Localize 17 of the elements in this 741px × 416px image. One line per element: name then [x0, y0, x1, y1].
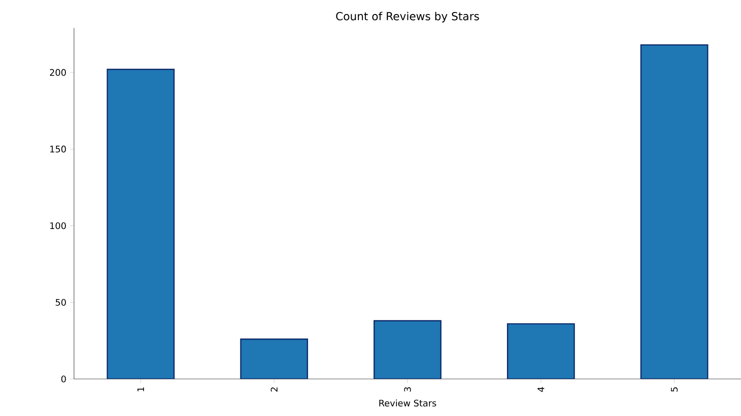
y-tick-label: 50 — [56, 298, 66, 306]
x-tick-label: 4 — [538, 387, 544, 392]
bar — [640, 44, 708, 379]
bar — [106, 68, 175, 379]
bar — [374, 320, 442, 379]
y-tick-label: 150 — [50, 146, 66, 152]
x-tick-label: 1 — [137, 387, 144, 392]
x-axis-title: Review Stars — [379, 400, 436, 406]
bar — [506, 323, 575, 379]
bar — [240, 338, 308, 379]
x-tick-label: 2 — [270, 387, 278, 392]
y-tick-label: 0 — [61, 376, 66, 382]
x-tick-label: 5 — [670, 387, 678, 392]
y-tick-label: 200 — [50, 69, 66, 76]
x-tick-label: 3 — [404, 387, 411, 392]
chart-title: Count of Reviews by Stars — [336, 12, 479, 22]
y-tick-label: 100 — [50, 222, 66, 230]
